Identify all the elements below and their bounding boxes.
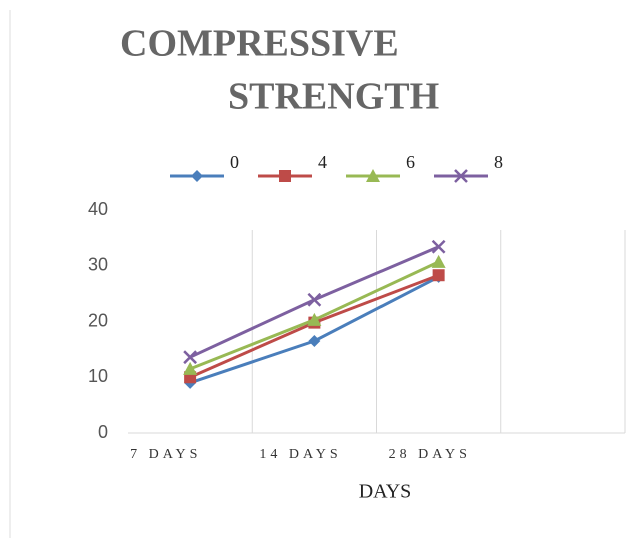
legend-label: 4 — [318, 152, 327, 172]
marker — [308, 335, 321, 348]
x-tick-label: 14 DAYS — [259, 447, 341, 462]
marker — [183, 361, 198, 375]
y-tick-label: 20 — [88, 310, 108, 330]
marker — [366, 169, 380, 182]
series-line — [189, 275, 440, 385]
y-tick-label: 40 — [88, 199, 108, 219]
marker — [307, 292, 322, 307]
marker — [279, 170, 291, 182]
legend-label: 6 — [406, 152, 415, 172]
legend-label: 8 — [494, 152, 503, 172]
y-tick-label: 10 — [88, 366, 108, 386]
marker — [431, 254, 446, 268]
marker — [432, 269, 445, 282]
x-tick-label: 7 DAYS — [130, 447, 201, 462]
marker — [183, 350, 198, 365]
chart-title: STRENGTH — [228, 76, 439, 118]
x-tick-label: 28 DAYS — [389, 447, 471, 462]
y-tick-label: 30 — [88, 255, 108, 275]
marker — [307, 312, 322, 326]
y-tick-label: 0 — [98, 422, 108, 442]
marker — [454, 169, 468, 183]
marker — [431, 239, 446, 254]
legend-label: 0 — [230, 152, 239, 172]
chart-title: COMPRESSIVE — [120, 23, 399, 65]
marker — [191, 170, 203, 182]
x-axis-label: DAYS — [359, 481, 412, 503]
